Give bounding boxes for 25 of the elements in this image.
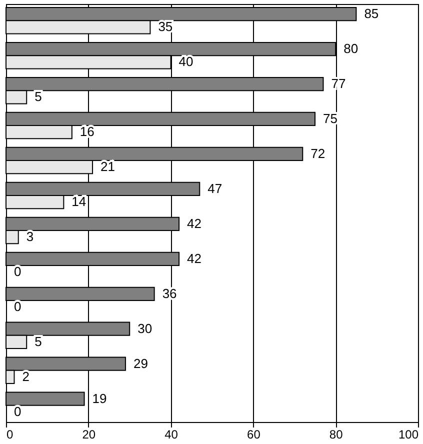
data-label: 3 xyxy=(26,229,34,244)
x-tick-label: 0 xyxy=(6,428,14,442)
x-tick-label: 100 xyxy=(398,428,419,442)
data-label: 40 xyxy=(178,54,194,70)
data-label: 85 xyxy=(364,6,379,22)
x-tick-label: 80 xyxy=(329,428,344,442)
x-tick-label: 40 xyxy=(164,428,178,442)
data-label: 5 xyxy=(34,334,42,349)
data-label: 80 xyxy=(344,41,358,56)
data-label: 29 xyxy=(133,356,148,371)
data-label: 0 xyxy=(14,404,22,419)
data-label: 30 xyxy=(138,320,152,336)
data-label: 42 xyxy=(187,250,202,266)
data-label: 0 xyxy=(14,264,22,280)
data-label: 19 xyxy=(92,390,107,406)
data-label: 72 xyxy=(310,146,326,161)
data-label: 21 xyxy=(100,159,115,174)
data-label: 47 xyxy=(208,180,222,196)
data-label: 0 xyxy=(14,299,22,314)
data-label: 5 xyxy=(34,89,42,104)
data-label: 42 xyxy=(187,216,202,231)
x-tick-label: 20 xyxy=(82,428,96,442)
x-tick-label: 60 xyxy=(247,428,261,442)
data-label: 2 xyxy=(22,368,30,384)
data-label: 14 xyxy=(72,194,86,210)
